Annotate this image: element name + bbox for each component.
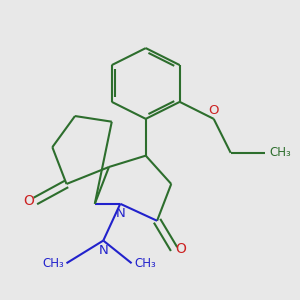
Text: O: O xyxy=(176,242,187,256)
Text: N: N xyxy=(98,244,108,257)
Text: CH₃: CH₃ xyxy=(42,257,64,270)
Text: O: O xyxy=(208,104,219,117)
Text: CH₃: CH₃ xyxy=(269,146,291,159)
Text: CH₃: CH₃ xyxy=(134,257,156,270)
Text: O: O xyxy=(23,194,34,208)
Text: N: N xyxy=(116,207,125,220)
